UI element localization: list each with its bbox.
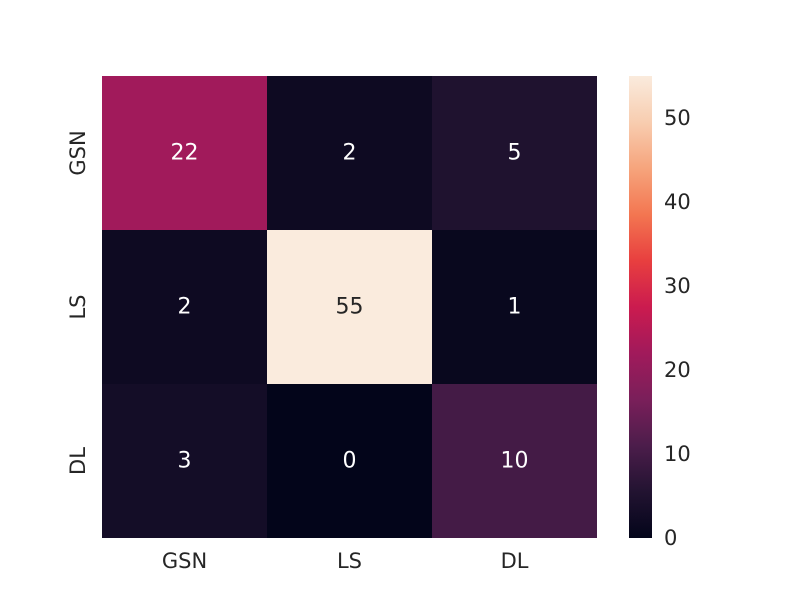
cell-value-label: 5 [508,141,522,166]
colorbar: 0 10 20 30 40 50 [629,76,691,550]
x-axis-tick-labels: GSN LS DL [162,549,529,573]
y-tick-label: DL [66,447,90,475]
colorbar-tick-label: 20 [664,358,691,382]
heatmap-cell-ls-dl [432,230,597,384]
heatmap-cell-ls-gsn [102,230,267,384]
colorbar-gradient [629,76,652,538]
cell-value-label: 22 [171,141,199,166]
y-tick-label: GSN [66,130,90,175]
colorbar-tick-label: 40 [664,190,691,214]
heatmap-cell-dl-dl [432,384,597,538]
x-tick-label: GSN [162,549,207,573]
cell-value-label: 1 [508,295,522,320]
heatmap-cells [102,76,597,538]
cell-value-label: 2 [178,295,192,320]
heatmap-cell-gsn-gsn [102,76,267,230]
x-tick-label: DL [501,549,529,573]
heatmap-cell-gsn-dl [432,76,597,230]
cell-value-label: 10 [501,449,529,474]
heatmap-annotations: 22 2 52 55 13 0 10 [171,141,529,474]
heatmap-cell-ls-ls [267,230,432,384]
heatmap-cell-gsn-ls [267,76,432,230]
colorbar-tick-label: 50 [664,106,691,130]
cell-value-label: 55 [336,295,364,320]
heatmap-cell-dl-gsn [102,384,267,538]
colorbar-tick-label: 30 [664,274,691,298]
colorbar-tick-label: 10 [664,442,691,466]
cell-value-label: 3 [178,449,192,474]
y-tick-label: LS [66,294,90,319]
cell-value-label: 0 [343,449,357,474]
heatmap-cell-dl-ls [267,384,432,538]
colorbar-tick-label: 0 [664,526,677,550]
y-axis-tick-labels: GSN LS DL [66,130,90,475]
cell-value-label: 2 [343,141,357,166]
x-tick-label: LS [337,549,362,573]
